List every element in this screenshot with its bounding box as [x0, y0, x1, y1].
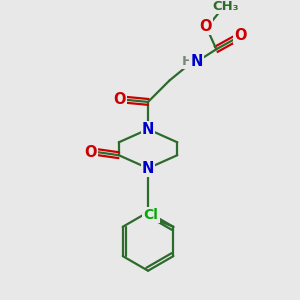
Text: O: O	[113, 92, 126, 107]
Text: CH₃: CH₃	[212, 0, 238, 13]
Text: H: H	[182, 56, 193, 68]
Text: N: N	[190, 54, 203, 69]
Text: N: N	[142, 122, 154, 137]
Text: O: O	[84, 145, 97, 160]
Text: N: N	[142, 161, 154, 176]
Text: Cl: Cl	[143, 208, 158, 222]
Text: O: O	[235, 28, 247, 43]
Text: O: O	[200, 19, 212, 34]
